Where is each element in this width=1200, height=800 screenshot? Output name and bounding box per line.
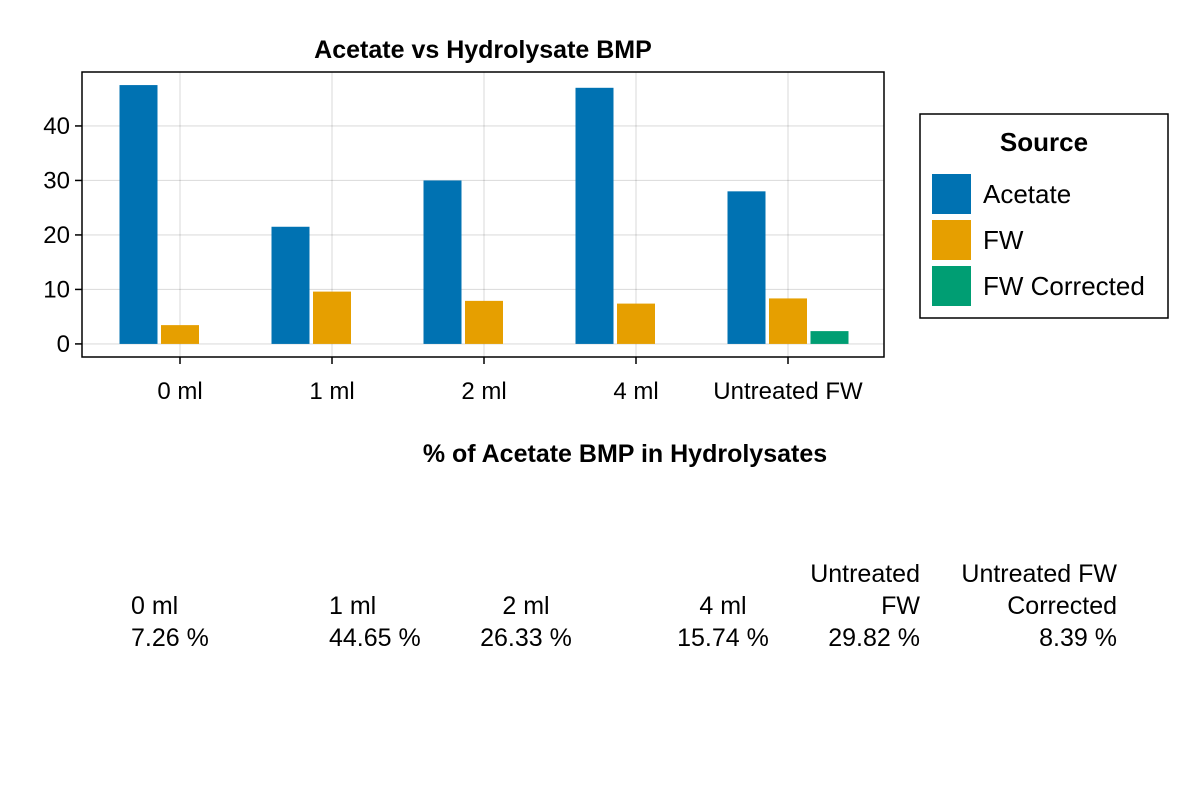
bar-chart: Acetate vs Hydrolysate BMP 0 10 20 30 40 0 ml… [43, 36, 1169, 405]
legend-swatch [932, 220, 971, 260]
table-value: 8.39 % [1039, 624, 1117, 652]
legend-title: Source [1000, 127, 1088, 157]
table-column: 1 ml 44.65 % [329, 558, 569, 654]
table-value: 26.33 % [480, 624, 572, 652]
bar-acetate [575, 87, 614, 344]
legend-swatch [932, 266, 971, 306]
table-header: Untreated FW Corrected [961, 560, 1117, 620]
table-value: 44.65 % [329, 624, 421, 652]
bar-fw [313, 291, 351, 344]
table-header: 0 ml [131, 592, 179, 620]
legend-entries: Acetate FW FW Corrected [932, 174, 1145, 306]
bars [119, 85, 849, 344]
table-header: 1 ml [329, 592, 377, 620]
bar-acetate [119, 85, 158, 344]
legend: Source Acetate FW FW Corrected [919, 113, 1169, 319]
bar-acetate [423, 180, 462, 344]
x-tick-label: 4 ml [613, 378, 658, 405]
legend-label: Acetate [983, 179, 1071, 209]
x-tick-label: 0 ml [157, 378, 202, 405]
bar-fw-corrected [810, 331, 849, 344]
y-tick-label: 20 [43, 222, 70, 249]
table-header: 2 ml [502, 592, 550, 620]
bar-acetate [727, 191, 766, 344]
table-column: 2 ml 26.33 % [406, 558, 646, 654]
table-column: Untreated FW 29.82 % [680, 558, 920, 654]
legend-swatch [932, 174, 971, 214]
bar-fw [161, 325, 199, 344]
y-tick-label: 0 [57, 331, 70, 358]
bar-fw [465, 300, 503, 344]
table-header: 4 ml [699, 592, 747, 620]
bar-acetate [271, 226, 310, 344]
legend-label: FW Corrected [983, 271, 1145, 301]
y-tick-label: 40 [43, 113, 70, 140]
y-tick-label: 10 [43, 276, 70, 303]
table-column: 0 ml 7.26 % [131, 558, 371, 654]
chart-title: Acetate vs Hydrolysate BMP [314, 36, 652, 64]
table-header: Untreated FW [810, 560, 920, 620]
table-column: 4 ml 15.74 % [603, 558, 843, 654]
x-tick-label: 1 ml [309, 378, 354, 405]
x-tick-label: Untreated FW [713, 378, 863, 405]
table-value: 15.74 % [677, 624, 769, 652]
bar-fw [769, 298, 807, 344]
table-title: % of Acetate BMP in Hydrolysates [422, 440, 828, 468]
x-tick-label: 2 ml [461, 378, 506, 405]
table-column: Untreated FW Corrected 8.39 % [877, 558, 1117, 654]
table-value: 7.26 % [131, 624, 209, 652]
legend-label: FW [983, 225, 1024, 255]
table-value: 29.82 % [828, 624, 920, 652]
percentage-table: 0 ml 7.26 % 1 ml 44.65 % 2 ml 26.33 % 4 ml 15.7… [0, 558, 1200, 668]
y-tick-label: 30 [43, 167, 70, 194]
axis-ticks: 0 10 20 30 40 0 ml 1 ml 2 ml 4 ml Untreated FW [43, 113, 863, 405]
bar-fw [617, 303, 655, 344]
plot-frame [81, 71, 885, 358]
